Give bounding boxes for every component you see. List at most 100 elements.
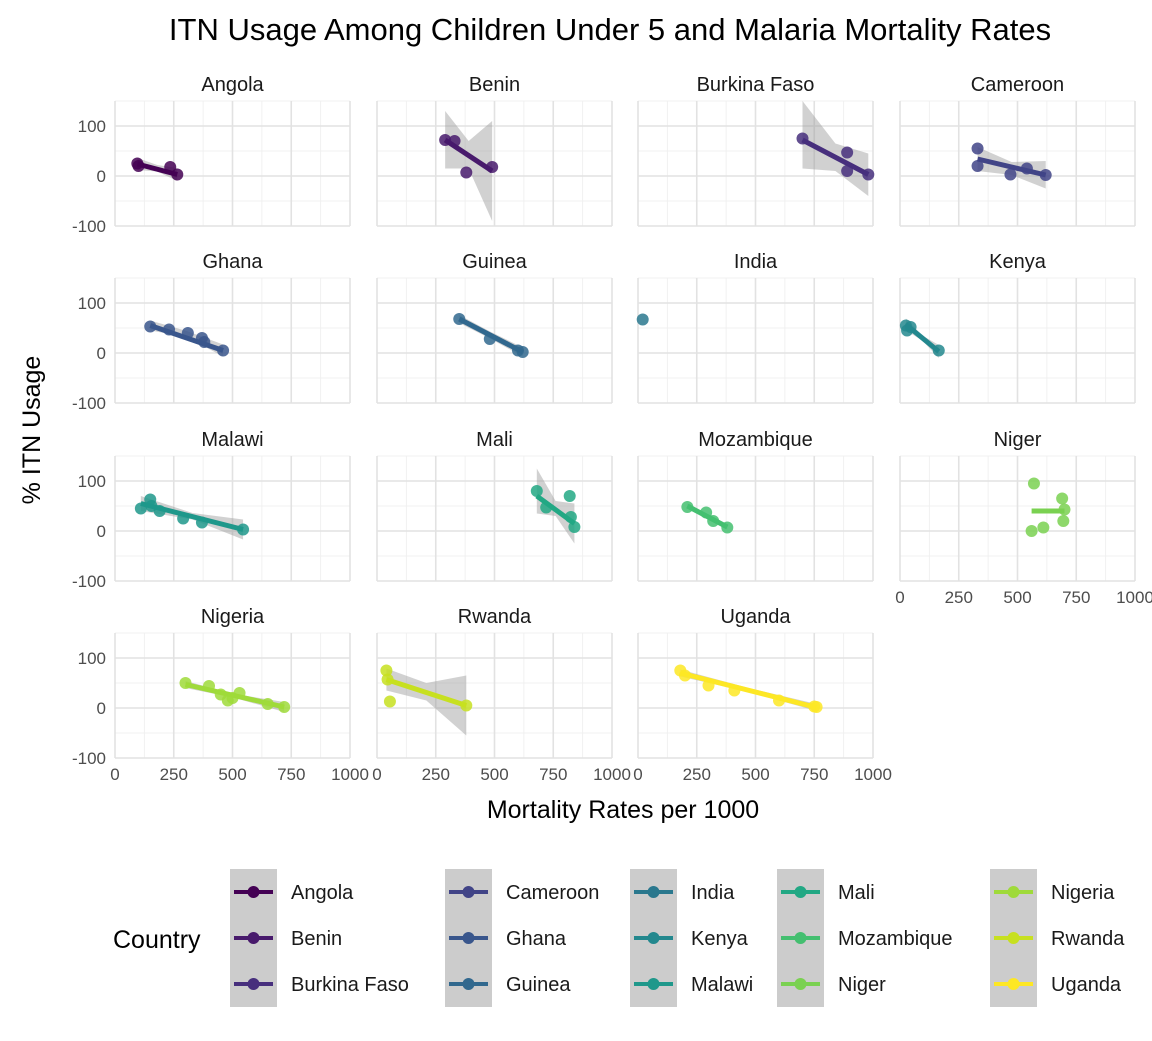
- data-point-uganda: [773, 694, 785, 707]
- data-point-kenya: [932, 344, 945, 357]
- legend-label-cameroon: Cameroon: [506, 882, 599, 904]
- data-point-benin: [460, 166, 473, 179]
- facet-label-uganda: Uganda: [720, 606, 791, 628]
- data-point-mali: [563, 490, 576, 502]
- legend-label-benin: Benin: [291, 928, 342, 950]
- facet-label-malawi: Malawi: [201, 429, 263, 451]
- y-tick-label: -100: [72, 572, 106, 591]
- data-point-mali: [568, 521, 581, 533]
- legend-key-point: [462, 886, 475, 898]
- data-point-angola: [171, 168, 184, 181]
- data-point-ghana: [163, 323, 176, 336]
- legend-label-mali: Mali: [838, 882, 875, 904]
- legend-key-point: [794, 886, 807, 898]
- legend-key-point: [647, 886, 660, 898]
- data-point-malawi: [153, 505, 166, 517]
- data-point-burkina-faso: [796, 132, 809, 145]
- y-tick-label: -100: [72, 394, 106, 413]
- legend-item-benin: Benin: [230, 915, 342, 961]
- data-point-nigeria: [278, 701, 291, 713]
- facet-panel-india: India: [636, 251, 874, 404]
- facet-label-benin: Benin: [469, 74, 520, 96]
- data-point-mozambique: [700, 506, 713, 519]
- x-tick-label: 0: [895, 588, 904, 607]
- legend: Country Angola Benin Burkina Faso Cameroon G…: [113, 869, 1125, 1007]
- facet-label-mozambique: Mozambique: [698, 429, 813, 451]
- x-tick-label: 750: [800, 765, 828, 784]
- legend-key-point: [462, 978, 475, 990]
- facet-label-mali: Mali: [476, 429, 513, 451]
- legend-key-point: [247, 932, 260, 944]
- legend-label-rwanda: Rwanda: [1051, 928, 1125, 950]
- legend-title: Country: [113, 926, 201, 954]
- data-point-mali: [540, 501, 553, 514]
- x-tick-label: 750: [277, 765, 305, 784]
- data-point-burkina-faso: [841, 165, 854, 177]
- x-tick-label: 250: [422, 765, 450, 784]
- facet-panel-malawi: Malawi -100 0 100: [72, 429, 351, 591]
- x-tick-label: 500: [1003, 588, 1031, 607]
- data-point-mali: [564, 511, 577, 523]
- data-point-niger: [1027, 477, 1040, 490]
- legend-label-kenya: Kenya: [691, 928, 749, 950]
- legend-label-guinea: Guinea: [506, 974, 571, 996]
- trend-line-cameroon: [976, 156, 1047, 178]
- x-tick-label: 250: [945, 588, 973, 607]
- data-point-ghana: [144, 320, 157, 333]
- data-point-malawi: [177, 512, 190, 525]
- data-point-benin: [486, 161, 499, 173]
- facet-panel-mali: Mali: [376, 429, 613, 582]
- x-tick-label: 500: [218, 765, 246, 784]
- facet-label-nigeria: Nigeria: [201, 606, 265, 628]
- data-point-uganda: [702, 679, 715, 692]
- trend-line-burkina-faso: [801, 137, 870, 177]
- legend-item-niger: Niger: [777, 961, 886, 1007]
- facet-panel-burkina-faso: Burkina Faso: [637, 74, 875, 227]
- data-point-malawi: [237, 523, 250, 536]
- data-point-burkina-faso: [862, 168, 875, 181]
- data-point-angola: [132, 160, 145, 172]
- facet-label-angola: Angola: [201, 74, 264, 96]
- data-point-nigeria: [261, 698, 274, 710]
- x-tick-label: 1000: [854, 765, 892, 784]
- x-tick-label: 0: [633, 765, 642, 784]
- data-point-kenya: [904, 321, 917, 333]
- facet-panel-guinea: Guinea: [376, 251, 613, 404]
- legend-item-angola: Angola: [230, 869, 354, 915]
- data-point-cameroon: [1020, 162, 1033, 175]
- legend-label-mozambique: Mozambique: [838, 928, 953, 950]
- x-tick-label: 500: [480, 765, 508, 784]
- data-point-nigeria: [233, 687, 246, 699]
- data-point-burkina-faso: [841, 146, 854, 159]
- data-point-guinea: [516, 346, 529, 358]
- facet-label-india: India: [734, 251, 778, 273]
- trend-line-uganda: [679, 670, 818, 710]
- data-point-mozambique: [707, 515, 720, 527]
- x-tick-label: 1000: [1116, 588, 1152, 607]
- y-tick-label: 100: [78, 294, 106, 313]
- data-point-malawi: [195, 516, 208, 529]
- data-point-niger: [1025, 525, 1038, 537]
- chart-title: ITN Usage Among Children Under 5 and Mal…: [169, 12, 1051, 47]
- y-tick-label: -100: [72, 217, 106, 236]
- legend-label-malawi: Malawi: [691, 974, 753, 996]
- x-tick-label: 0: [372, 765, 381, 784]
- facet-panel-benin: Benin: [376, 74, 613, 227]
- data-point-benin: [439, 134, 452, 146]
- facet-label-niger: Niger: [994, 429, 1042, 451]
- data-point-angola: [164, 161, 177, 173]
- data-point-rwanda: [383, 695, 396, 708]
- data-point-cameroon: [1039, 169, 1052, 181]
- facet-label-kenya: Kenya: [989, 251, 1047, 273]
- legend-key-point: [794, 932, 807, 944]
- legend-label-nigeria: Nigeria: [1051, 882, 1115, 904]
- facet-label-burkina-faso: Burkina Faso: [697, 74, 815, 96]
- facet-panel-angola: Angola -100 0 100: [72, 74, 351, 236]
- data-point-rwanda: [380, 664, 393, 677]
- data-point-mozambique: [681, 501, 694, 513]
- facet-panel-mozambique: Mozambique: [637, 429, 874, 582]
- facet-panel-ghana: Ghana -100 0 100: [72, 251, 351, 413]
- legend-key-point: [1007, 932, 1020, 944]
